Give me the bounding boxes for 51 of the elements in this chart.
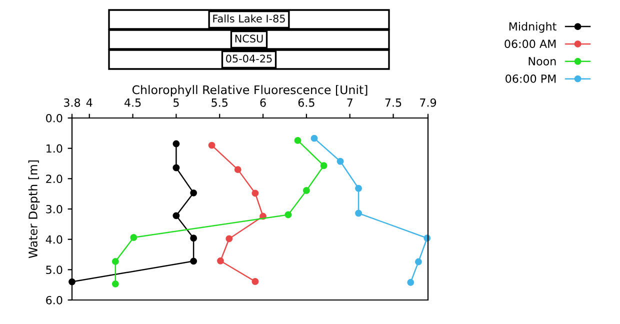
point [252,278,259,285]
chart-subtitle: NCSU [235,34,263,43]
text: 05-04-25 [226,54,272,63]
x-tick-label: 5 [174,98,179,107]
legend-label: Midnight [509,22,556,33]
point [112,280,119,288]
y-axis-title: Water Depth [m] [28,160,40,258]
point [190,258,198,265]
chart-title: Falls Lake I-85 [213,14,285,23]
point [284,211,292,218]
point [336,158,344,165]
legend-label: Noon [528,57,556,66]
point [252,190,259,197]
y-tick-label: 1.0 [46,144,62,153]
point [112,258,119,265]
y-tick-label: 2.0 [46,174,62,184]
point [355,210,362,217]
x-tick-label: 7.9 [420,98,436,107]
x-tick-label: 6 [260,98,266,107]
x-tick-label: 3.8 [64,98,80,107]
y-tick-label: 0.0 [46,114,62,122]
point [294,136,302,144]
x-tick-label: 4 [86,98,92,107]
point [190,234,198,242]
point [234,166,242,174]
y-tick-label: 5.0 [46,266,62,274]
y-tick-label: 6.0 [46,296,62,304]
y-tick-label: 3.0 [46,204,62,214]
point [217,257,224,264]
point [320,162,328,170]
point [414,258,422,266]
x-tick-label: 6.5 [298,98,314,107]
x-tick-label: 7.5 [385,98,402,107]
point [407,278,414,286]
point [310,134,318,142]
point [172,164,180,172]
point [130,234,138,241]
y-tick-label: 4.0 [46,235,62,244]
x-axis-title: Chlorophyll Relative Fluorescence [Unit] [132,85,368,97]
point [172,140,180,148]
point [302,187,310,194]
point [190,189,198,196]
x-tick-label: 4.5 [124,98,141,107]
x-tick-label: 7 [347,98,352,107]
point [355,184,362,192]
point [226,235,233,242]
point [208,142,216,149]
x-tick-label: 5.5 [212,98,228,107]
legend-label: 06:00 PM [506,74,556,83]
point [172,212,180,220]
legend-label: 06:00 AM [504,40,556,48]
